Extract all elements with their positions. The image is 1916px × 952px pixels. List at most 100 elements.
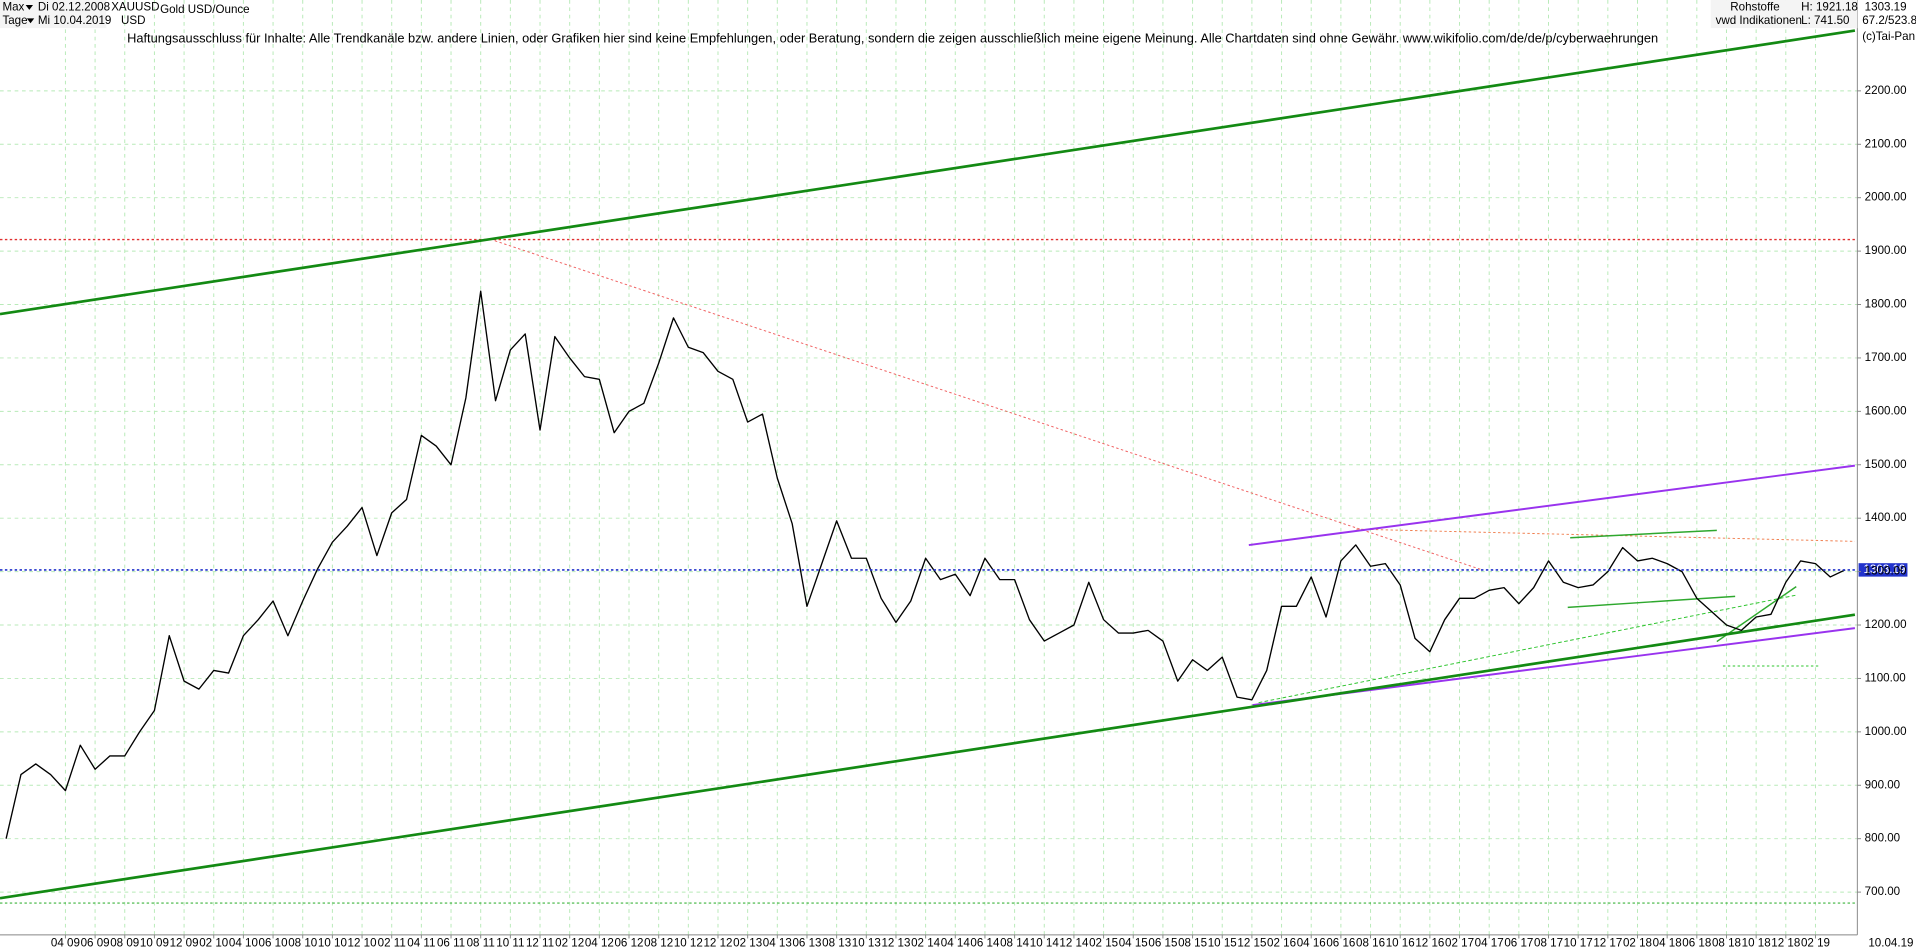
x-tick-label: 10 13 [852, 936, 881, 949]
x-tick-label: 04 16 [1297, 936, 1326, 949]
market: Rohstoffe [1730, 0, 1779, 13]
y-tick-label: 1200.00 [1865, 618, 1907, 631]
x-tick-label: 10 15 [1208, 936, 1237, 949]
info-box [1710, 0, 1858, 29]
last-price-label: 1303.19 [1863, 563, 1905, 576]
x-tick-label: 06 15 [1148, 936, 1177, 949]
x-tick-label: 02 17 [1445, 936, 1474, 949]
trend-line [1716, 585, 1797, 643]
ratio: 67.2/523.8 [1862, 14, 1916, 27]
y-tick-label: 1600.00 [1865, 404, 1907, 417]
x-tick-label: 12 10 [348, 936, 377, 949]
x-tick-label: 08 16 [1356, 936, 1385, 949]
trend-line [1567, 595, 1736, 609]
last-price: 1303.19 [1865, 0, 1907, 13]
x-tick-label: 08 09 [110, 936, 139, 949]
currency: USD [121, 14, 145, 27]
y-tick-label: 2100.00 [1865, 137, 1907, 150]
x-tick-label: 04 14 [941, 936, 971, 949]
x-tick-label: 02 19 [1801, 936, 1830, 949]
y-tick-label: 1400.00 [1865, 511, 1907, 524]
period: Tage [2, 14, 27, 27]
channel-line [1248, 464, 1856, 547]
x-tick-label: 02 14 [911, 936, 941, 949]
symbol: XAUUSD [111, 0, 159, 13]
channel-line [0, 29, 1856, 316]
y-tick-label: 2000.00 [1865, 191, 1907, 204]
x-tick-label: 10 09 [140, 936, 169, 949]
x-tick-label: 06 16 [1326, 936, 1355, 949]
grid [0, 0, 1858, 935]
y-tick-label: 1100.00 [1865, 672, 1906, 685]
x-tick-label: 12 14 [1059, 936, 1089, 949]
x-tick-label: 12 15 [1237, 936, 1266, 949]
end-date: 10.04.19 [1868, 936, 1913, 949]
header-box [0, 0, 107, 29]
x-tick-label: 08 10 [288, 936, 317, 949]
x-tick-label: 10 16 [1386, 936, 1415, 949]
from-date: Di 02.12.2008 [38, 0, 110, 13]
y-tick-label: 800.00 [1865, 832, 1900, 845]
x-tick-label: 08 15 [1178, 936, 1207, 949]
x-tick-label: 12 17 [1593, 936, 1622, 949]
x-tick-label: 06 11 [437, 936, 465, 949]
dropdown-icon [26, 18, 35, 24]
x-tick-label: 02 11 [378, 936, 406, 949]
x-tick-label: 08 18 [1712, 936, 1741, 949]
y-tick-label: 900.00 [1865, 778, 1900, 791]
x-tick-label: 10 12 [674, 936, 703, 949]
y-tick-label: 1800.00 [1865, 298, 1907, 311]
trend-line [494, 240, 1482, 570]
y-tick-label: 700.00 [1865, 885, 1900, 898]
x-tick-label: 12 09 [170, 936, 199, 949]
disclaimer: Haftungsausschluss für Inhalte: Alle Tre… [127, 31, 1658, 46]
x-tick-label: 06 13 [792, 936, 821, 949]
y-tick-label: 1700.00 [1865, 351, 1907, 364]
x-tick-label: 04 10 [229, 936, 258, 949]
x-tick-label: 06 18 [1682, 936, 1711, 949]
x-tick-label: 04 17 [1475, 936, 1504, 949]
x-tick-label: 02 10 [199, 936, 228, 949]
x-tick-label: 12 11 [526, 936, 554, 949]
y-tick-label: 1900.00 [1865, 244, 1907, 257]
x-tick-label: 08 17 [1534, 936, 1563, 949]
y-tick-label: 1000.00 [1865, 725, 1907, 738]
x-tick-label: 04 12 [585, 936, 614, 949]
source: vwd Indikationen [1716, 14, 1802, 27]
x-tick-label: 08 14 [1000, 936, 1030, 949]
x-tick-label: 12 16 [1415, 936, 1444, 949]
last-price-box [1858, 563, 1908, 577]
x-tick-label: 04 09 [51, 936, 80, 949]
x-tick-label: 08 13 [822, 936, 851, 949]
x-tick-label: 04 13 [763, 936, 792, 949]
x-tick-label: 06 12 [614, 936, 643, 949]
channel-line [0, 613, 1856, 900]
x-tick-label: 04 11 [407, 936, 435, 949]
x-tick-label: 10 17 [1564, 936, 1593, 949]
copyright: (c)Tai-Pan [1862, 30, 1915, 43]
trend-line [1570, 529, 1717, 539]
x-tick-label: 08 12 [644, 936, 673, 949]
x-tick-label: 04 18 [1653, 936, 1682, 949]
x-tick-label: 06 10 [259, 936, 288, 949]
x-tick-label: 08 11 [467, 936, 495, 949]
x-tick-label: 10 10 [318, 936, 347, 949]
x-tick-label: 06 09 [81, 936, 110, 949]
x-tick-label: 02 15 [1089, 936, 1118, 949]
description: Gold USD/Ounce [160, 3, 250, 16]
x-tick-label: 10 14 [1030, 936, 1060, 949]
x-tick-label: 10 18 [1742, 936, 1771, 949]
low: L: 741.50 [1801, 14, 1849, 27]
y-tick-label: 2200.00 [1865, 84, 1907, 97]
y-tick-label: 1300.00 [1865, 565, 1907, 578]
x-tick-label: 06 17 [1504, 936, 1533, 949]
y-tick-label: 1500.00 [1865, 458, 1907, 471]
range: Max [2, 0, 24, 13]
x-tick-label: 12 18 [1771, 936, 1800, 949]
dropdown-icon [25, 4, 33, 10]
x-tick-label: 12 12 [703, 936, 732, 949]
x-tick-label: 02 16 [1267, 936, 1296, 949]
